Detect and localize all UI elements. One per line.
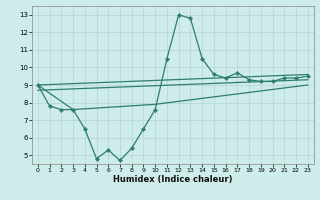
X-axis label: Humidex (Indice chaleur): Humidex (Indice chaleur) <box>113 175 233 184</box>
